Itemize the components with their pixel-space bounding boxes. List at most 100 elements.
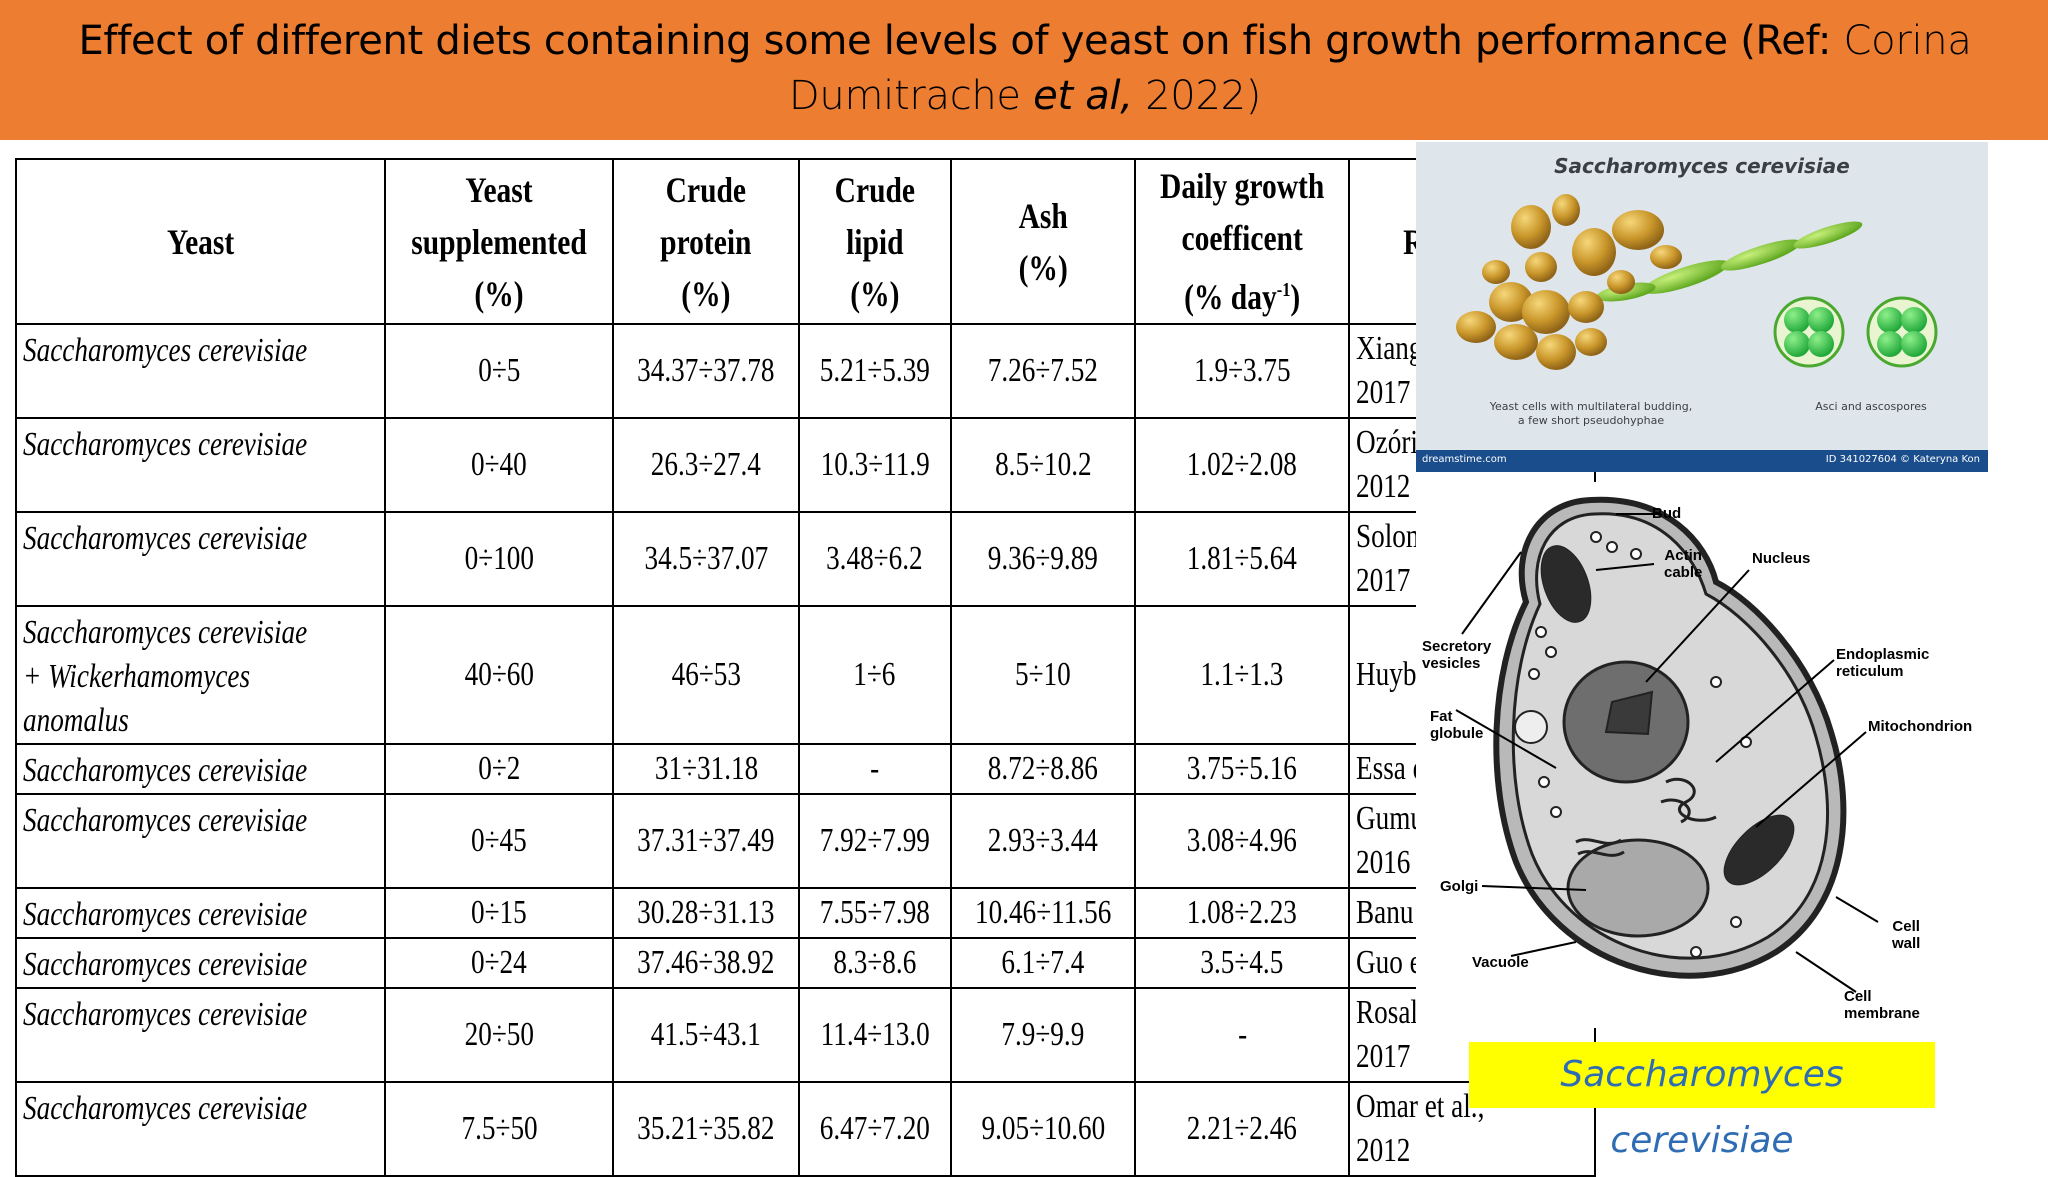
header-lipid: Crude lipid (%) <box>811 158 938 325</box>
fat-globule-shape <box>1514 710 1548 744</box>
species-caption: Saccharomyces cerevisiae <box>1560 1054 1844 1161</box>
cell-growth: 2.21÷2.46 <box>1134 1081 1351 1177</box>
cell-ash: 5÷10 <box>949 605 1137 745</box>
cell-protein: 35.21÷35.82 <box>612 1081 800 1177</box>
golgi-shape <box>1575 838 1625 857</box>
cell-supp: 0÷2 <box>384 743 615 795</box>
header-growth: Daily growth coefficent (% day-1) <box>1153 158 1331 325</box>
yeast-cells-illustration <box>1456 194 1938 370</box>
cell-yeast: Saccharomyces cerevisiae <box>14 743 387 795</box>
figure-source-left: dreamstime.com <box>1422 454 1507 465</box>
cell-ash: 9.36÷9.89 <box>949 511 1137 607</box>
cell-supp: 0÷15 <box>384 887 615 939</box>
mitochondrion-top-shape <box>1540 545 1592 623</box>
table-row: Saccharomyces cerevisiae 0÷40 26.3÷27.4 10.… <box>14 417 1596 513</box>
cell-protein: 34.5÷37.07 <box>612 511 800 607</box>
figure-caption-asci: Asci and ascospores <box>1815 400 1927 413</box>
cell-growth: 1.9÷3.75 <box>1134 323 1351 419</box>
cell-lipid: - <box>797 743 952 795</box>
label-endoplasmic-reticulum: Endoplasmic reticulum <box>1836 646 1930 680</box>
cell-supp: 0÷45 <box>384 793 615 889</box>
yeast-budding-figure: Saccharomyces cerevisiae <box>1416 142 1988 472</box>
yeast-cell-anatomy-figure: Bud Actin cable Nucleus Secretory vesicl… <box>1416 482 1988 1028</box>
cell-lipid: 10.3÷11.9 <box>797 417 952 513</box>
label-cell-wall: Cell wall <box>1892 918 1921 952</box>
vacuole-shape <box>1566 838 1710 938</box>
cell-yeast: Saccharomyces cerevisiae <box>14 1081 387 1177</box>
label-leader-lines <box>1455 513 1879 993</box>
asci-ascospores <box>1773 296 1938 368</box>
table-row: Saccharomyces cerevisiae 20÷50 41.5÷43.1 11… <box>14 987 1596 1083</box>
cell-yeast: Saccharomyces cerevisiae <box>14 887 387 939</box>
cell-protein: 46÷53 <box>612 605 800 745</box>
header-ash-line: Ash <box>1018 195 1068 236</box>
header-yeast-line: Yeast <box>167 221 235 262</box>
cell-ash: 7.9÷9.9 <box>949 987 1137 1083</box>
cell-supp: 0÷24 <box>384 937 615 989</box>
table-row: Saccharomyces cerevisiae 0÷24 37.46÷38.92 8… <box>14 937 1596 989</box>
cell-growth: 1.81÷5.64 <box>1134 511 1351 607</box>
header-lipid-line: lipid <box>846 221 904 262</box>
cell-ash: 9.05÷10.60 <box>949 1081 1137 1177</box>
header-supplemented: Yeast supplemented (%) <box>404 158 594 325</box>
cell-lipid: 3.48÷6.2 <box>797 511 952 607</box>
cell-lipid: 7.92÷7.99 <box>797 793 952 889</box>
yeast-diet-table-container: Yeast Yeast supplemented (%) Crude protein (… <box>14 158 1596 1177</box>
cell-supp: 0÷40 <box>384 417 615 513</box>
cell-supp: 0÷100 <box>384 511 615 607</box>
header-protein: Crude protein (%) <box>629 158 784 325</box>
cell-supp: 20÷50 <box>384 987 615 1083</box>
cell-yeast: Saccharomyces cerevisiae <box>14 511 387 607</box>
cell-anatomy-diagram <box>1455 496 1879 993</box>
cell-protein: 41.5÷43.1 <box>612 987 800 1083</box>
label-secretory-vesicles: Secretory vesicles <box>1422 638 1492 672</box>
table-row: Saccharomyces cerevisiae 0÷2 31÷31.18-8.72… <box>14 743 1596 795</box>
slide-title: Effect of different diets containing som… <box>30 14 2020 124</box>
cell-protein: 34.37÷37.78 <box>612 323 800 419</box>
header-lipid-line: Crude <box>834 169 915 210</box>
cell-ash: 8.5÷10.2 <box>949 417 1137 513</box>
cell-supp: 7.5÷50 <box>384 1081 615 1177</box>
cell-ash: 8.72÷8.86 <box>949 743 1137 795</box>
endoplasmic-reticulum-shape <box>1660 777 1717 824</box>
header-supplemented-line: supplemented <box>411 221 588 262</box>
cell-lipid: 8.3÷8.6 <box>797 937 952 989</box>
cell-yeast: Saccharomyces cerevisiae <box>14 987 387 1083</box>
label-golgi: Golgi <box>1440 878 1479 895</box>
title-main: Effect of different diets containing som… <box>78 18 1832 64</box>
title-etal: et al, <box>1033 73 1133 119</box>
table-row: Saccharomyces cerevisiae 0÷15 30.28÷31.13 7… <box>14 887 1596 939</box>
table-row: Saccharomyces cerevisiae 0÷45 37.31÷37.49 7… <box>14 793 1596 889</box>
cell-yeast: Saccharomyces cerevisiae + Wickerhamomyce… <box>14 605 387 745</box>
header-supplemented-line: (%) <box>474 273 524 314</box>
header-protein-line: (%) <box>681 273 731 314</box>
label-cell-membrane: Cell membrane <box>1844 988 1920 1022</box>
cell-lipid: 6.47÷7.20 <box>797 1081 952 1177</box>
cell-growth: 1.1÷1.3 <box>1134 605 1351 745</box>
title-banner: Effect of different diets containing som… <box>0 0 2048 140</box>
cell-growth: 1.02÷2.08 <box>1134 417 1351 513</box>
figure-caption-budding: Yeast cells with multilateral budding, a… <box>1489 400 1693 427</box>
table-row: Saccharomyces cerevisiae 7.5÷50 35.21÷35.8… <box>14 1081 1596 1177</box>
header-growth-line: Daily growth <box>1160 166 1325 206</box>
label-actin-cable: Actin cable <box>1664 547 1703 581</box>
header-ash-line: (%) <box>1018 247 1068 288</box>
figure-source-right: ID 341027604 © Kateryna Kon <box>1825 454 1980 465</box>
table-row: Saccharomyces cerevisiae 0÷100 34.5÷37.07 3… <box>14 511 1596 607</box>
cell-growth: 3.08÷4.96 <box>1134 793 1351 889</box>
table-row: Saccharomyces cerevisiae 0÷5 34.37÷37.78 5.… <box>14 323 1596 419</box>
cell-protein: 31÷31.18 <box>612 743 800 795</box>
cell-yeast: Saccharomyces cerevisiae <box>14 417 387 513</box>
species-caption-box: Saccharomyces cerevisiae <box>1469 1042 1935 1161</box>
header-growth-line: (% day-1) <box>1184 277 1301 317</box>
yeast-diet-table: Yeast Yeast supplemented (%) Crude protein (… <box>14 158 1596 1177</box>
header-supplemented-line: Yeast <box>465 169 533 210</box>
header-protein-line: protein <box>660 221 752 262</box>
cell-ash: 6.1÷7.4 <box>949 937 1137 989</box>
mitochondrion-shape <box>1723 814 1795 886</box>
header-lipid-line: (%) <box>850 273 900 314</box>
header-protein-line: Crude <box>665 169 747 210</box>
cell-lipid: 7.55÷7.98 <box>797 887 952 939</box>
header-ash: Ash (%) <box>966 158 1120 325</box>
cell-ash: 10.46÷11.56 <box>949 887 1137 939</box>
